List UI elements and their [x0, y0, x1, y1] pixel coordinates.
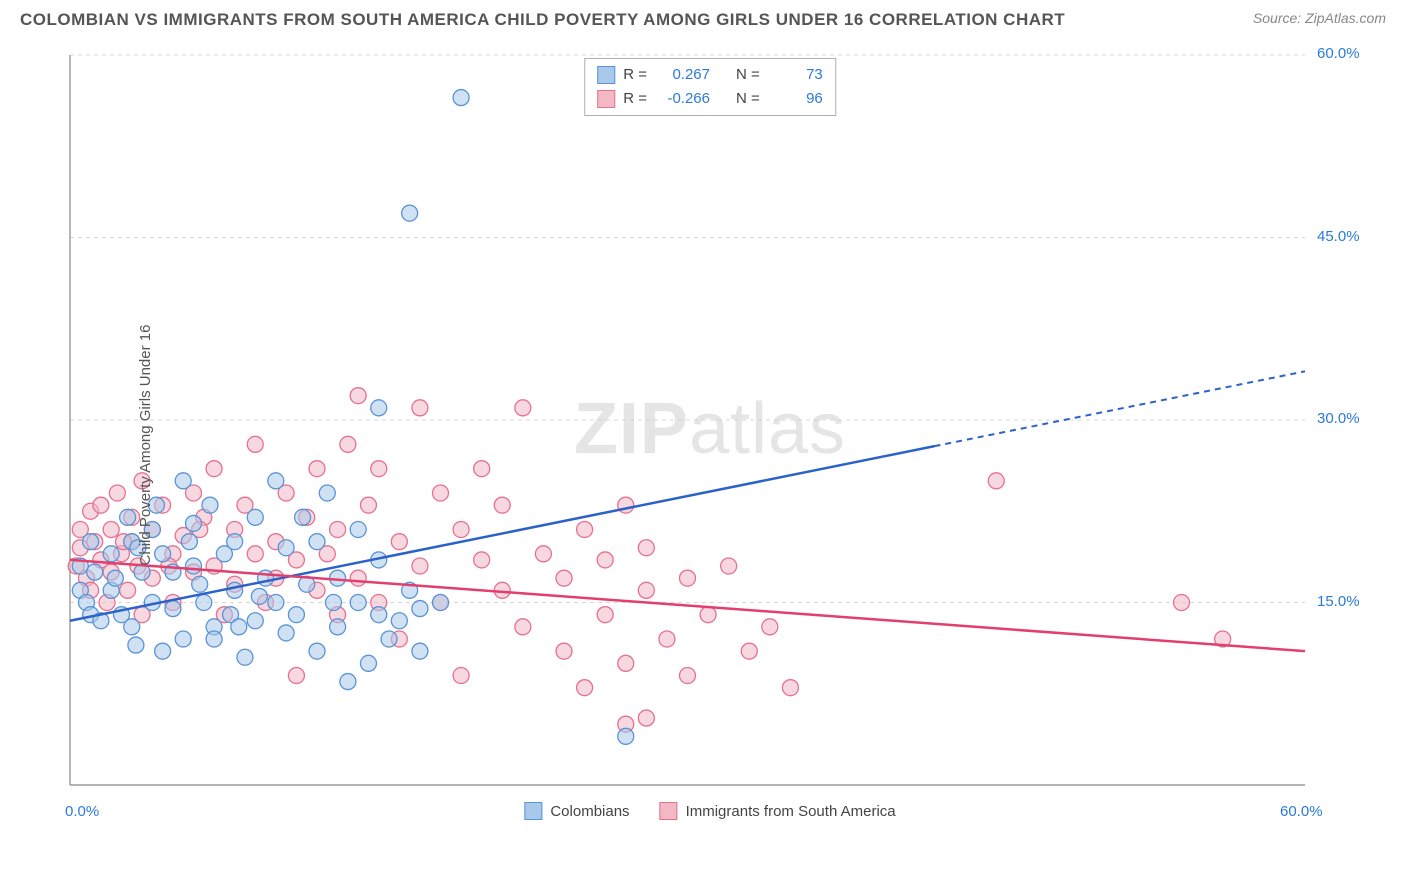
- n-val-2: 96: [768, 87, 823, 111]
- legend-label-2: Immigrants from South America: [686, 803, 896, 820]
- bottom-legend: Colombians Immigrants from South America: [524, 802, 895, 820]
- n-val-1: 73: [768, 63, 823, 87]
- n-label-2: N =: [736, 87, 760, 111]
- stats-legend-box: R = 0.267 N = 73 R = -0.266 N = 96: [584, 58, 836, 116]
- y-tick-45: 45.0%: [1317, 228, 1360, 245]
- legend-label-1: Colombians: [550, 803, 629, 820]
- r-val-1: 0.267: [655, 63, 710, 87]
- legend-item-immigrants: Immigrants from South America: [660, 802, 896, 820]
- x-tick-0: 0.0%: [65, 803, 99, 820]
- y-axis-label: Child Poverty Among Girls Under 16: [137, 325, 154, 566]
- scatter-plot: [40, 50, 1380, 840]
- n-label: N =: [736, 63, 760, 87]
- stats-row-1: R = 0.267 N = 73: [597, 63, 823, 87]
- source-label: Source: ZipAtlas.com: [1253, 10, 1386, 26]
- legend-item-colombians: Colombians: [524, 802, 629, 820]
- stats-row-2: R = -0.266 N = 96: [597, 87, 823, 111]
- r-label-2: R =: [623, 87, 647, 111]
- y-tick-30: 30.0%: [1317, 410, 1360, 427]
- swatch-colombians-2: [524, 802, 542, 820]
- swatch-immigrants: [597, 90, 615, 108]
- chart-title: COLOMBIAN VS IMMIGRANTS FROM SOUTH AMERI…: [20, 10, 1065, 30]
- chart-area: Child Poverty Among Girls Under 16 ZIPat…: [40, 50, 1380, 840]
- swatch-immigrants-2: [660, 802, 678, 820]
- r-label: R =: [623, 63, 647, 87]
- swatch-colombians: [597, 66, 615, 84]
- y-tick-60: 60.0%: [1317, 45, 1360, 62]
- y-tick-15: 15.0%: [1317, 593, 1360, 610]
- r-val-2: -0.266: [655, 87, 710, 111]
- x-tick-1: 60.0%: [1280, 803, 1323, 820]
